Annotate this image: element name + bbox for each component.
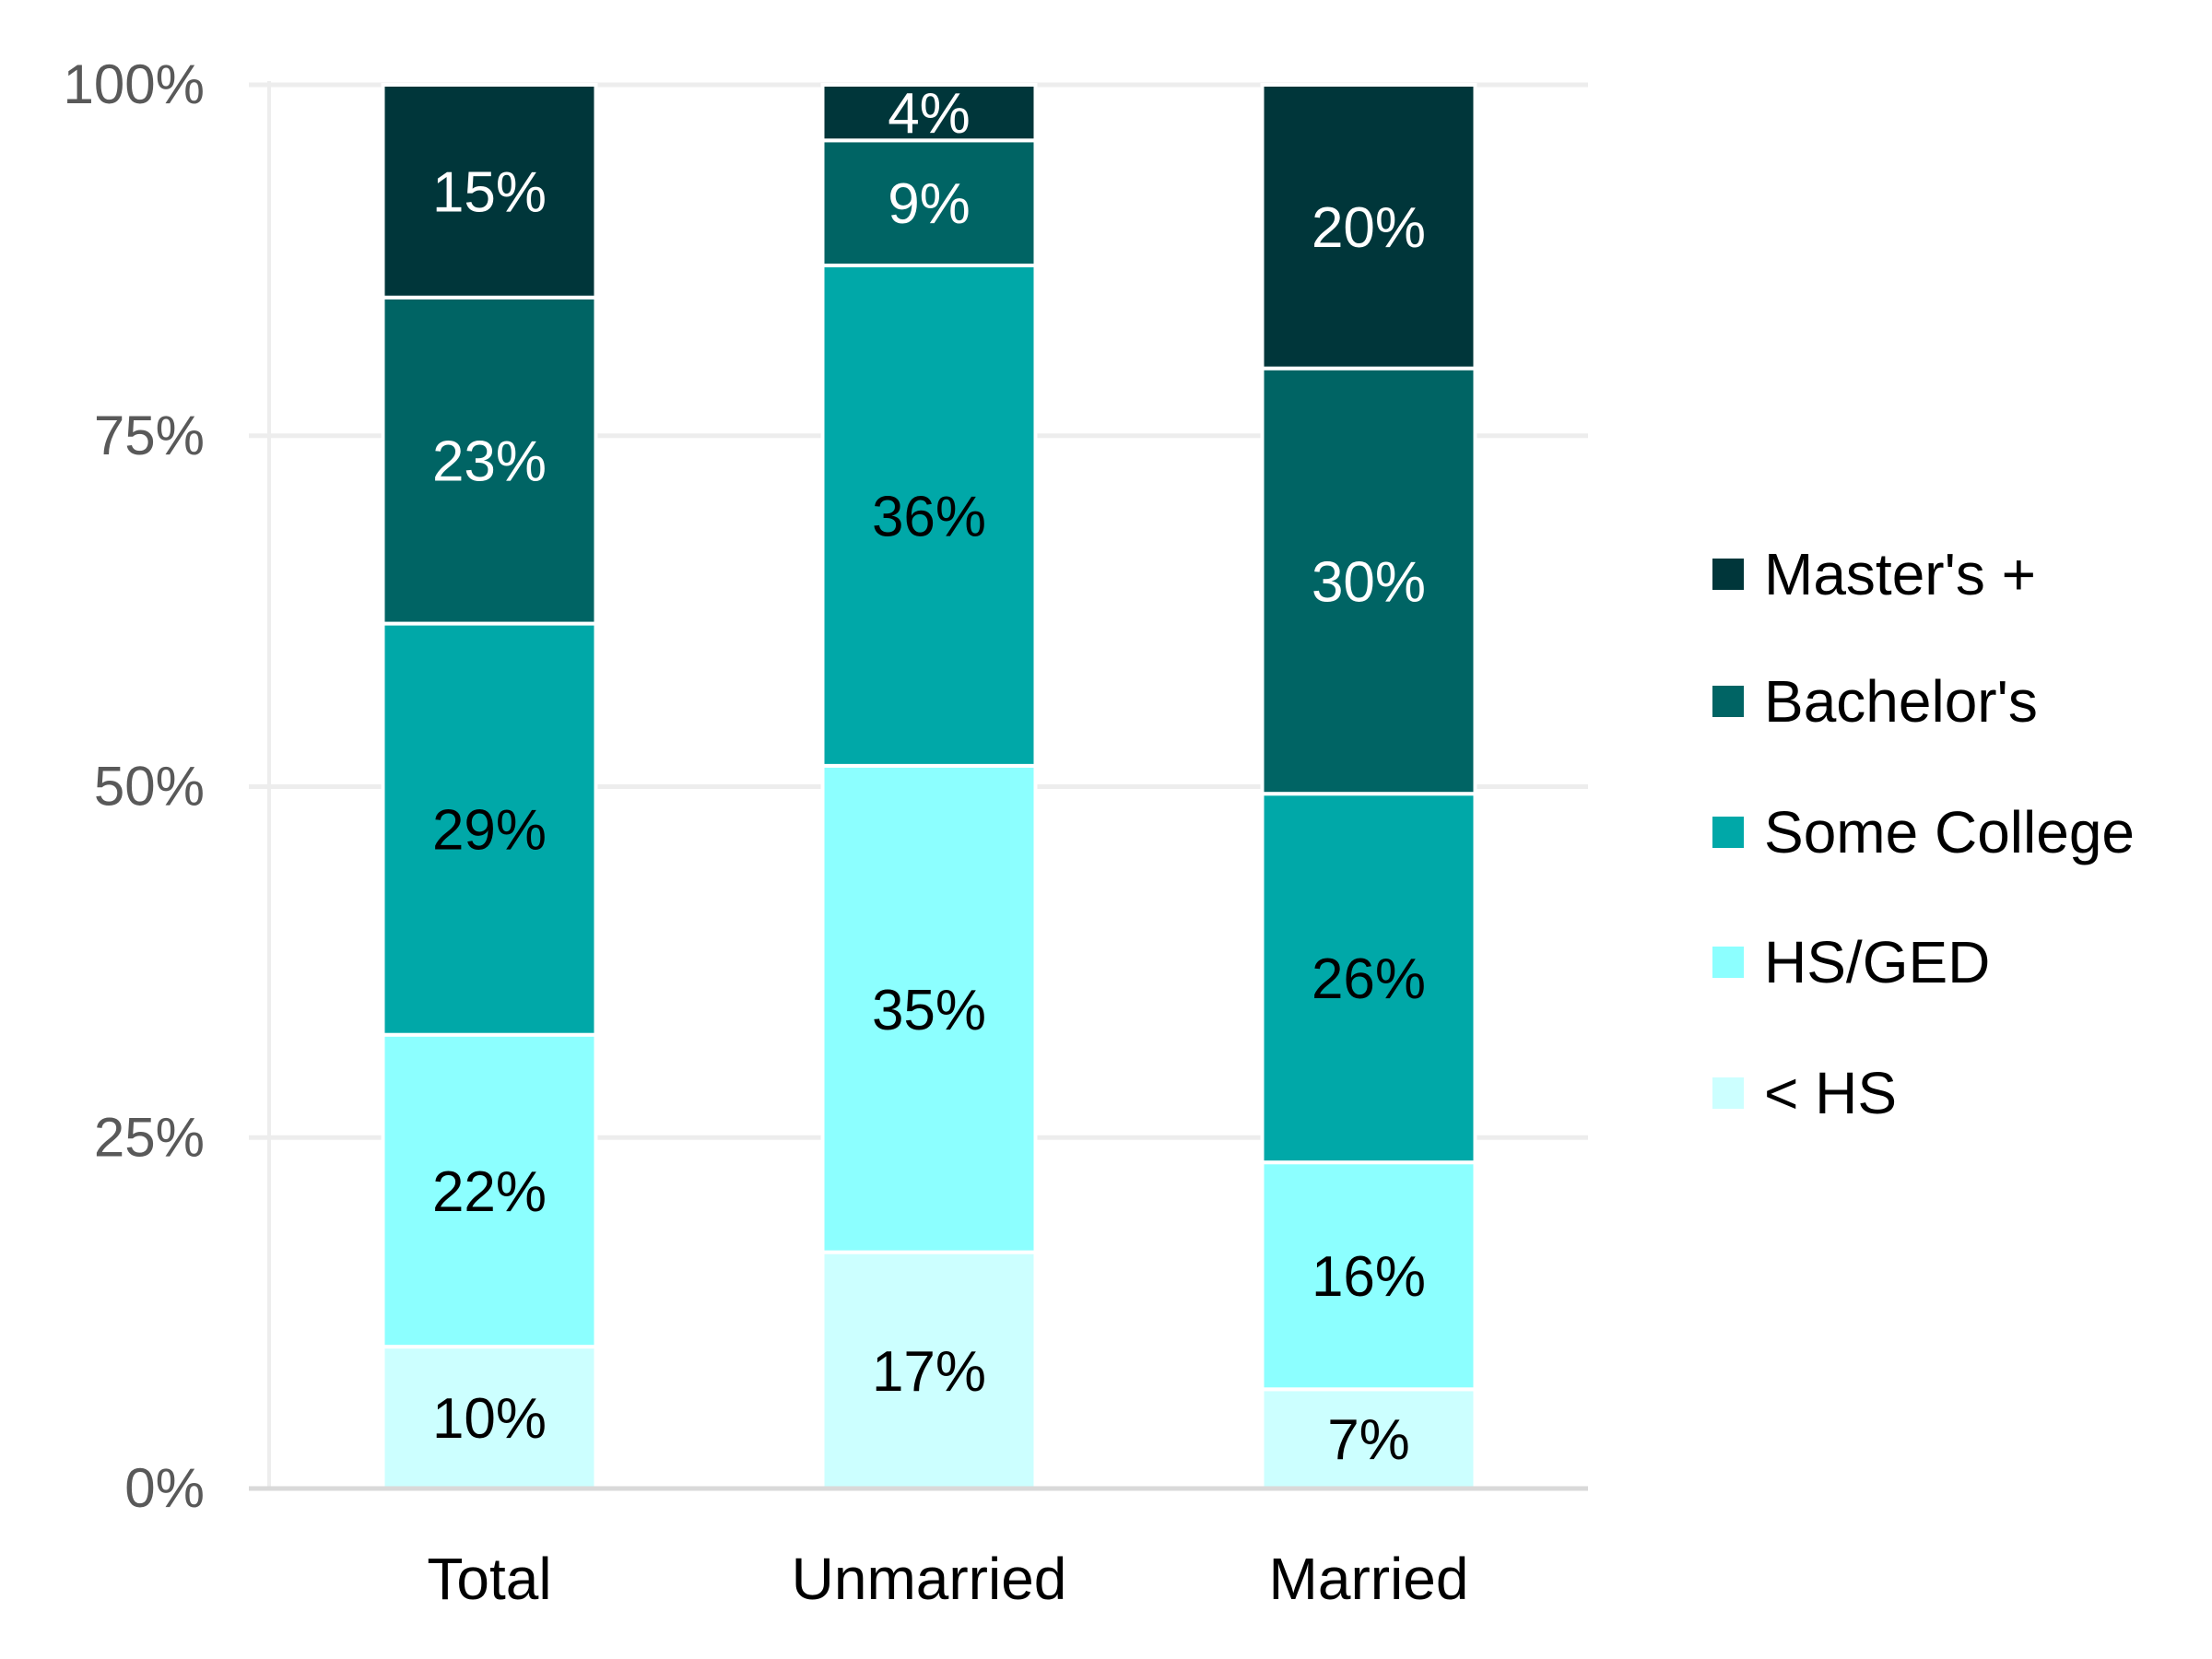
bar-segment xyxy=(381,83,598,300)
axes: 0% 25% 50% 75% 100% Total Unmarried Married xyxy=(64,53,1588,1612)
bar-segment xyxy=(820,83,1038,143)
legend-swatch xyxy=(1712,817,1744,848)
legend-swatch xyxy=(1712,1077,1744,1109)
bar-segment xyxy=(381,621,598,1037)
legend-swatch xyxy=(1712,559,1744,590)
data-label: 36% xyxy=(872,485,986,548)
data-label: 35% xyxy=(872,979,986,1042)
bars: 10% 22% 29% 23% 15% 17% 35% 36% 9% 4% 7% 16% 26% 30% 2… xyxy=(381,82,1477,1490)
bar-segment xyxy=(1260,1160,1477,1392)
y-tick-label: 0% xyxy=(124,1457,205,1519)
data-label: 29% xyxy=(432,799,547,863)
legend-label: < HS xyxy=(1764,1060,1897,1126)
bar-segment xyxy=(381,295,598,626)
legend-swatch xyxy=(1712,947,1744,978)
legend-label: HS/GED xyxy=(1764,929,1990,995)
data-label: 16% xyxy=(1312,1245,1426,1309)
data-label: 22% xyxy=(432,1160,547,1224)
bar-segment xyxy=(1260,83,1477,371)
data-label: 9% xyxy=(888,172,971,236)
bar-segment xyxy=(1260,1387,1477,1490)
bar-segment xyxy=(820,763,1038,1254)
legend-label: Bachelor's xyxy=(1764,668,2038,735)
data-label: 17% xyxy=(872,1340,986,1404)
bar-segment xyxy=(1260,792,1477,1165)
bar-segment xyxy=(820,138,1038,268)
bar-segment xyxy=(381,1032,598,1349)
x-tick-label: Unmarried xyxy=(792,1546,1067,1612)
legend-label: Master's + xyxy=(1764,541,2036,607)
legend-label: Some College xyxy=(1764,799,2135,865)
data-label: 15% xyxy=(432,160,547,224)
data-label: 26% xyxy=(1312,947,1426,1011)
data-label: 7% xyxy=(1327,1408,1410,1472)
data-label: 23% xyxy=(432,430,547,494)
legend: Master's + Bachelor's Some College HS/GED < … xyxy=(1712,541,2135,1126)
y-tick-label: 50% xyxy=(94,756,205,818)
bar-segment xyxy=(381,1345,598,1490)
bar-segment xyxy=(820,1250,1038,1490)
y-tick-label: 75% xyxy=(94,405,205,466)
x-tick-label: Married xyxy=(1269,1546,1469,1612)
y-tick-label: 100% xyxy=(64,53,205,115)
data-label: 20% xyxy=(1312,196,1426,260)
legend-swatch xyxy=(1712,686,1744,717)
x-tick-label: Total xyxy=(427,1546,551,1612)
bar-segment xyxy=(820,264,1038,768)
data-label: 30% xyxy=(1312,550,1426,614)
data-label: 4% xyxy=(888,82,971,146)
data-label: 10% xyxy=(432,1387,547,1451)
y-tick-label: 25% xyxy=(94,1106,205,1168)
